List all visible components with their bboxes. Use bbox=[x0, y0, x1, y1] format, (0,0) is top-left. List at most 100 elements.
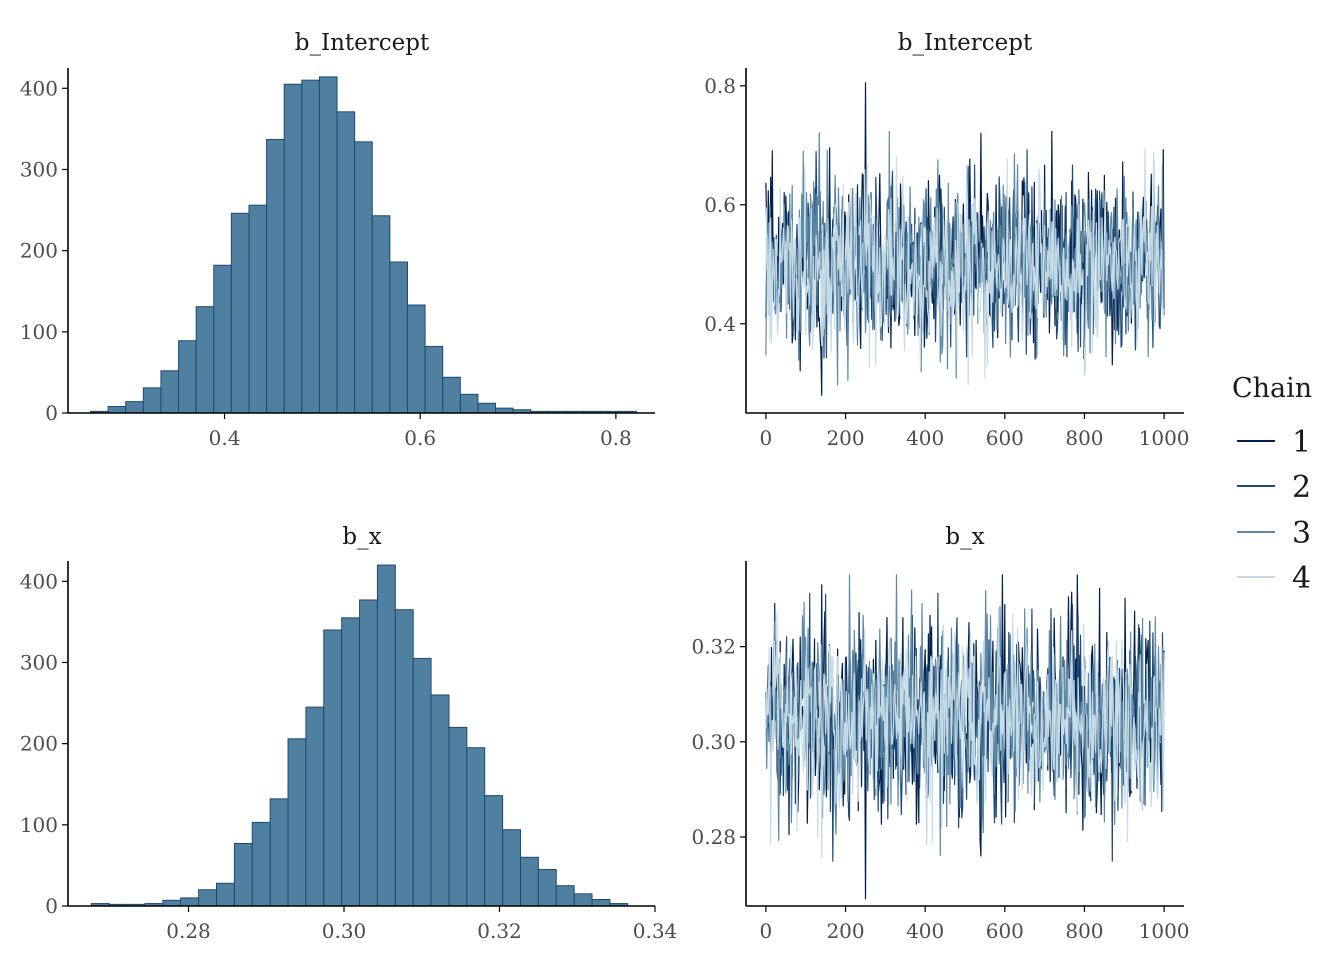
hist-bar bbox=[448, 726, 468, 907]
hist-bar bbox=[283, 83, 303, 414]
y-tick-label: 200 bbox=[20, 732, 58, 756]
x-tick-label: 600 bbox=[986, 426, 1024, 450]
legend-label-1: 1 bbox=[1292, 425, 1311, 460]
hist-bar bbox=[537, 868, 557, 907]
hist-bar bbox=[591, 899, 611, 907]
hist-bar bbox=[215, 882, 235, 907]
panel-trace-x: b_x 0.28 0.30 0.32 0 200 400 600 800 1000 bbox=[691, 524, 1189, 943]
legend-item-2: 2 bbox=[1237, 470, 1311, 505]
hist-bar bbox=[248, 204, 268, 414]
x-tick-label: 400 bbox=[906, 426, 944, 450]
hist-bar bbox=[195, 306, 215, 414]
hist-bar bbox=[359, 599, 378, 907]
panel-trace-intercept: b_Intercept 0.4 0.6 0.8 0 200 400 600 800 1000 bbox=[704, 30, 1189, 450]
hist-bar bbox=[477, 402, 497, 414]
y-tick-label: 0 bbox=[45, 401, 58, 425]
hist-bar bbox=[459, 393, 479, 414]
hist-bar bbox=[376, 564, 396, 907]
x-tick-label: 0 bbox=[760, 919, 773, 943]
legend-label-3: 3 bbox=[1292, 516, 1311, 551]
trace-chain-4 bbox=[765, 608, 1165, 859]
y-tick-label: 400 bbox=[20, 569, 58, 593]
hist-bar bbox=[160, 370, 180, 414]
hist-bar bbox=[430, 694, 450, 907]
x-tick-label: 0.28 bbox=[166, 919, 211, 943]
x-tick-label: 400 bbox=[906, 919, 944, 943]
y-tick-label: 400 bbox=[20, 76, 58, 100]
hist-bar bbox=[412, 657, 432, 907]
hist-bar bbox=[107, 406, 127, 414]
x-tick-label: 0.6 bbox=[404, 426, 436, 450]
panel-title: b_x bbox=[945, 524, 984, 550]
x-tick-label: 0.30 bbox=[322, 919, 367, 943]
y-tick-label: 0.8 bbox=[704, 74, 736, 98]
y-tick-label: 300 bbox=[20, 650, 58, 674]
hist-bar bbox=[519, 856, 539, 907]
hist-bar bbox=[301, 79, 320, 414]
hist-bar bbox=[318, 76, 338, 414]
hist-bar bbox=[406, 304, 426, 414]
x-tick-label: 1000 bbox=[1139, 919, 1190, 943]
panel-title: b_Intercept bbox=[898, 30, 1033, 56]
legend-label-4: 4 bbox=[1292, 561, 1311, 596]
hist-bar bbox=[424, 345, 444, 414]
x-tick-label: 200 bbox=[826, 426, 864, 450]
hist-bar bbox=[251, 821, 271, 907]
y-tick-label: 200 bbox=[20, 239, 58, 263]
x-tick-label: 800 bbox=[1065, 919, 1103, 943]
hist-bar bbox=[213, 264, 232, 414]
hist-bar bbox=[341, 617, 361, 907]
hist-bar bbox=[555, 885, 575, 907]
hist-bar bbox=[502, 829, 521, 907]
x-tick-label: 1000 bbox=[1139, 426, 1190, 450]
hist-bar bbox=[371, 215, 391, 414]
hist-bar bbox=[389, 261, 408, 414]
hist-bar bbox=[269, 798, 289, 907]
hist-bar bbox=[573, 893, 593, 907]
hist-bar bbox=[354, 141, 373, 414]
panel-title: b_Intercept bbox=[295, 30, 430, 56]
hist-bar bbox=[233, 842, 253, 907]
y-tick-label: 0.28 bbox=[691, 825, 736, 849]
legend-item-1: 1 bbox=[1237, 425, 1311, 460]
legend-item-4: 4 bbox=[1237, 561, 1311, 596]
x-tick-label: 600 bbox=[986, 919, 1024, 943]
hist-bar bbox=[484, 795, 504, 907]
trace-lines: 0.28 0.30 0.32 0 200 400 600 800 1000 bbox=[691, 561, 1190, 943]
x-tick-label: 200 bbox=[826, 919, 864, 943]
hist-bar bbox=[466, 747, 486, 907]
y-tick-label: 0.30 bbox=[691, 730, 736, 754]
panel-title: b_x bbox=[342, 524, 381, 550]
y-tick-label: 100 bbox=[20, 320, 58, 344]
x-tick-label: 0.34 bbox=[633, 919, 678, 943]
trace-lines: 0.4 0.6 0.8 0 200 400 600 800 1000 bbox=[704, 68, 1190, 450]
legend: Chain 1 2 3 4 bbox=[1232, 373, 1312, 596]
hist-bar bbox=[394, 609, 414, 907]
hist-bar bbox=[442, 376, 461, 414]
trace-chain-4 bbox=[765, 148, 1165, 385]
x-tick-label: 800 bbox=[1065, 426, 1103, 450]
panel-hist-intercept: b_Intercept 0 100 200 300 400 0.4 0.6 0.8 bbox=[20, 30, 655, 450]
hist-bar bbox=[323, 629, 343, 907]
x-tick-label: 0.4 bbox=[209, 426, 241, 450]
y-tick-label: 0 bbox=[45, 894, 58, 918]
legend-item-3: 3 bbox=[1237, 516, 1311, 551]
y-tick-label: 300 bbox=[20, 157, 58, 181]
hist-bar bbox=[125, 401, 144, 414]
hist-bars: 0 100 200 300 400 0.28 0.30 0.32 0.34 bbox=[20, 561, 677, 943]
y-tick-label: 0.4 bbox=[704, 312, 736, 336]
y-tick-label: 100 bbox=[20, 813, 58, 837]
hist-bar bbox=[180, 897, 200, 907]
hist-bar bbox=[305, 706, 325, 907]
x-tick-label: 0 bbox=[760, 426, 773, 450]
y-tick-label: 0.6 bbox=[704, 193, 736, 217]
legend-label-2: 2 bbox=[1292, 470, 1311, 505]
legend-title: Chain bbox=[1232, 373, 1312, 404]
hist-bar bbox=[266, 138, 285, 414]
x-tick-label: 0.8 bbox=[600, 426, 632, 450]
hist-bar bbox=[198, 889, 217, 907]
panel-hist-x: b_x 0 100 200 300 400 0.28 0.30 0.32 0.34 bbox=[20, 524, 677, 943]
x-tick-label: 0.32 bbox=[477, 919, 522, 943]
hist-bar bbox=[178, 340, 197, 414]
